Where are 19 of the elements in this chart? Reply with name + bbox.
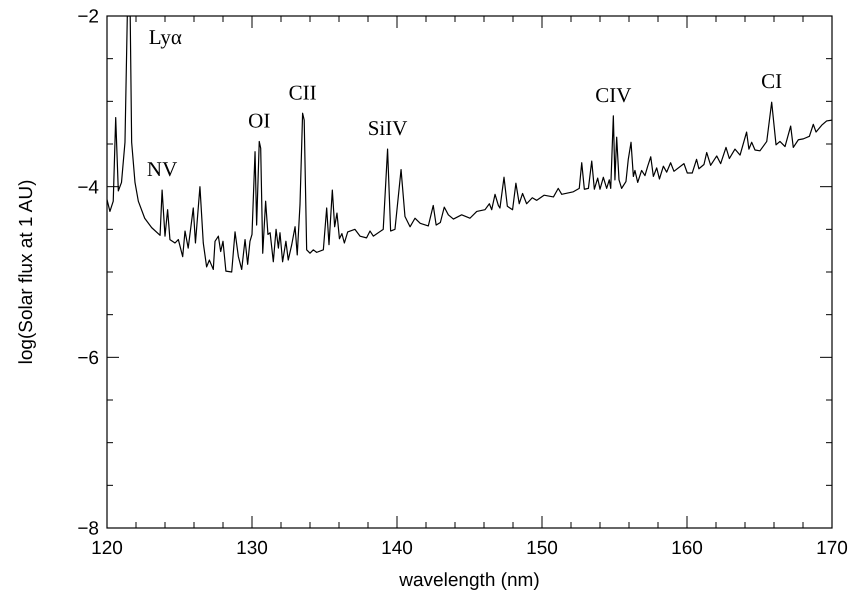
x-tick-label: 150 <box>526 538 558 559</box>
annotation: OI <box>248 108 270 132</box>
annotation: CIV <box>595 82 632 107</box>
x-tick-label: 160 <box>671 538 703 559</box>
y-axis-title: log(Solar flux at 1 AU) <box>16 180 37 364</box>
y-tick-label: −4 <box>77 177 100 198</box>
y-tick-label: −8 <box>77 518 99 540</box>
x-tick-label: 120 <box>91 538 123 559</box>
y-tick-label: −6 <box>77 348 99 369</box>
y-tick-label: −2 <box>77 6 99 28</box>
x-tick-label: 140 <box>381 538 413 559</box>
x-tick-label: 130 <box>236 538 268 559</box>
x-tick-label: 170 <box>816 538 848 559</box>
annotation: SiIV <box>368 116 408 140</box>
annotation: Lyα <box>148 25 182 49</box>
annotation: CII <box>288 80 317 104</box>
annotation: CI <box>761 69 782 94</box>
x-axis-title: wavelength (nm) <box>398 570 540 591</box>
annotation: NV <box>146 157 178 182</box>
